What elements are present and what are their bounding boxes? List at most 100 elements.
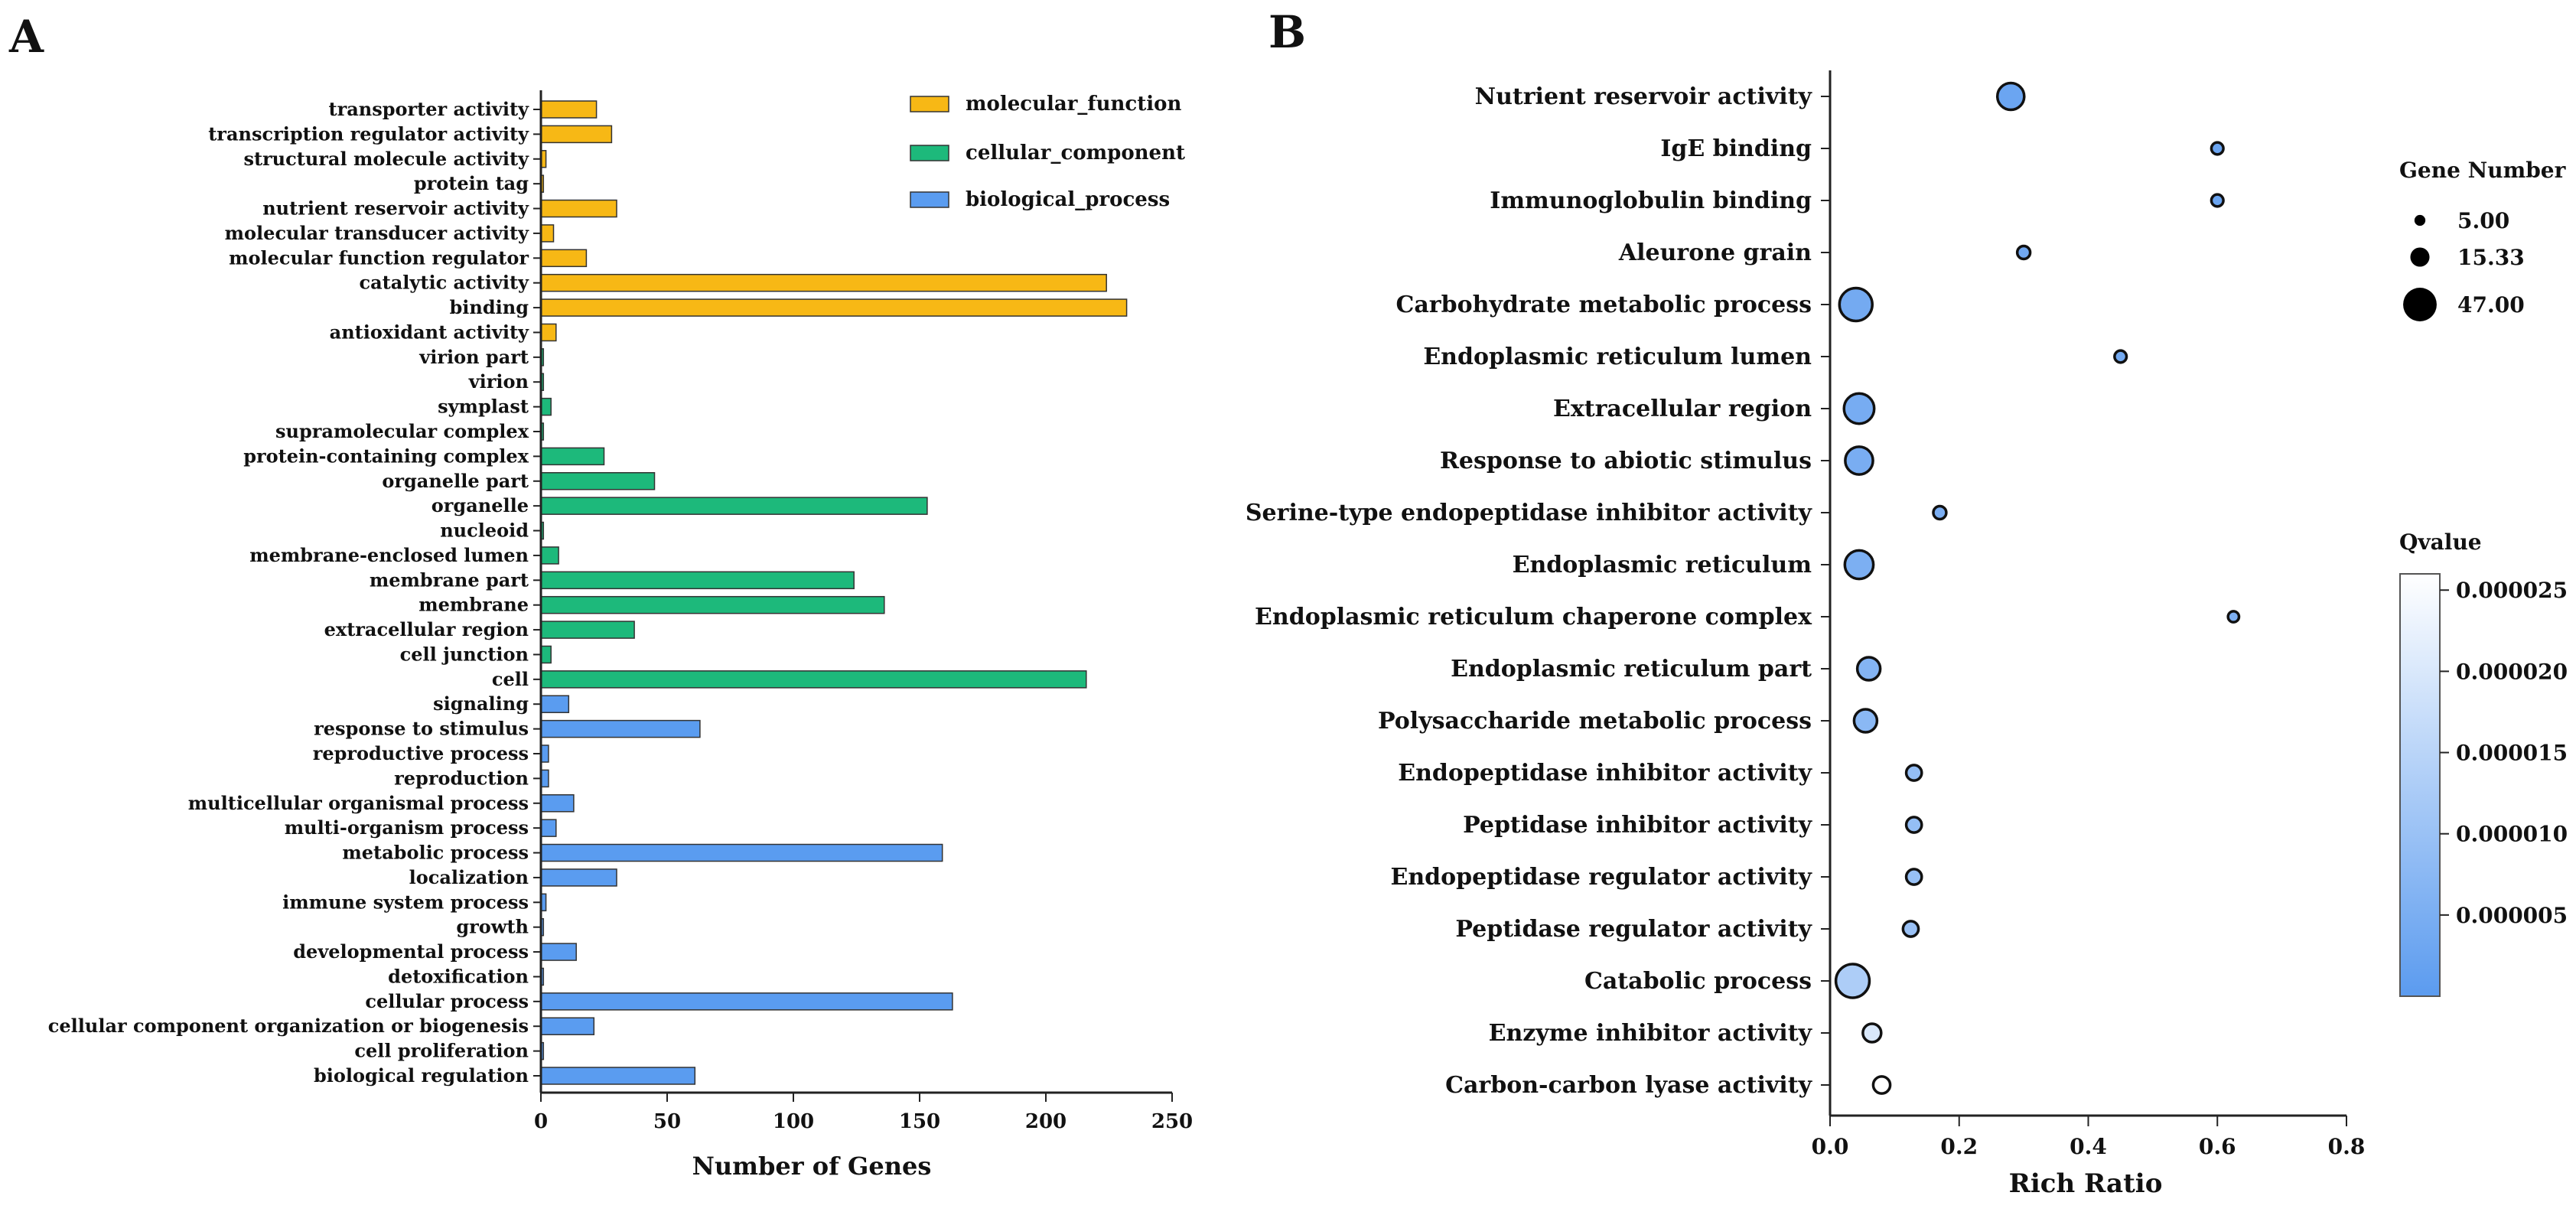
bubble-extracellular-region <box>1842 392 1876 425</box>
a-x-tick-label: 200 <box>1025 1110 1067 1133</box>
legend-swatch-cellular-component <box>910 145 949 161</box>
bubble-ige-binding <box>2210 141 2225 156</box>
b-size-legend: Gene Number 5.00 15.33 47.00 <box>2399 158 2567 321</box>
a-category-label: detoxification <box>388 965 529 987</box>
a-category-label: transporter activity <box>329 98 530 120</box>
b-x-ticks: 0.0 0.2 0.4 0.6 0.8 <box>1812 1116 2366 1159</box>
a-category-label: cellular component organization or bioge… <box>48 1015 529 1037</box>
bar-molecular-function-regulator <box>540 249 588 268</box>
b-term-label: Endopeptidase inhibitor activity <box>1398 760 1812 787</box>
a-category-label: cellular process <box>365 990 529 1012</box>
bubble-endoplasmic-reticulum-part <box>1855 656 1882 682</box>
a-x-tick-label: 150 <box>899 1110 940 1133</box>
bubble-endoplasmic-reticulum <box>1843 549 1875 581</box>
a-category-label: response to stimulus <box>314 718 529 740</box>
a-category-label: localization <box>409 866 529 888</box>
bar-signaling <box>540 695 570 713</box>
size-legend-label: 47.00 <box>2457 292 2525 318</box>
a-category-label: reproductive process <box>313 742 529 764</box>
b-term-label: Carbohydrate metabolic process <box>1395 292 1812 318</box>
b-term-label: Peptidase inhibitor activity <box>1463 812 1812 839</box>
a-category-label: transcription regulator activity <box>208 122 529 145</box>
bubble-carbohydrate-metabolic-process <box>1838 286 1874 323</box>
bubble-carbon-carbon-lyase-activity <box>1871 1075 1892 1095</box>
a-category-label: molecular transducer activity <box>225 222 529 244</box>
bar-antioxidant-activity <box>540 323 557 342</box>
panel-a-letter: A <box>8 11 44 63</box>
b-term-label: Catabolic process <box>1584 968 1812 995</box>
bubble-immunoglobulin-binding <box>2210 193 2225 208</box>
bar-nutrient-reservoir-activity <box>540 199 617 218</box>
panel-b-letter: B <box>1268 6 1306 58</box>
bubble-serine-type-endopeptidase-inhibitor-activity <box>1932 504 1948 521</box>
size-legend-title: Gene Number <box>2399 158 2567 183</box>
b-term-label: Endoplasmic reticulum lumen <box>1423 344 1812 370</box>
a-category-label: immune system process <box>282 891 529 913</box>
bar-cellular-component-organization-or-biogenesis <box>540 1017 595 1035</box>
panel-b-bubble-chart: Nutrient reservoir activity IgE binding Im… <box>1246 70 2568 1199</box>
bar-binding <box>540 298 1128 317</box>
b-term-label: Response to abiotic stimulus <box>1440 448 1812 474</box>
legend-label-biological-process: biological_process <box>966 188 1170 211</box>
size-legend-label: 5.00 <box>2457 208 2509 233</box>
bubble-endopeptidase-inhibitor-activity <box>1904 764 1923 782</box>
bar-transcription-regulator-activity <box>540 125 613 144</box>
a-category-label: protein tag <box>414 172 529 194</box>
legend-label-cellular-component: cellular_component <box>966 142 1185 165</box>
b-term-label: Endopeptidase regulator activity <box>1390 864 1812 891</box>
legend-label-molecular-function: molecular_function <box>966 93 1181 116</box>
a-category-label: binding <box>450 296 529 318</box>
a-category-label: signaling <box>433 692 529 715</box>
a-x-tick-label: 100 <box>773 1110 814 1133</box>
bar-cell-junction <box>540 645 552 664</box>
b-x-tick-label: 0.4 <box>2070 1134 2107 1159</box>
a-category-label: catalytic activity <box>360 272 530 294</box>
bar-symplast <box>540 397 552 416</box>
bar-membrane-enclosed-lumen <box>540 546 559 565</box>
bubble-endopeptidase-regulator-activity <box>1904 868 1923 886</box>
bubble-polysaccharide-metabolic-process <box>1852 708 1879 734</box>
b-term-label: Extracellular region <box>1553 396 1812 422</box>
a-category-label: cell junction <box>400 643 529 665</box>
a-x-tick-label: 250 <box>1151 1110 1193 1133</box>
bar-multicellular-organismal-process <box>540 794 575 813</box>
a-category-label: organelle part <box>382 470 529 492</box>
b-term-label: IgE binding <box>1660 135 1812 162</box>
a-bars <box>540 100 1128 1085</box>
bubble-enzyme-inhibitor-activity <box>1861 1022 1883 1044</box>
a-category-label: structural molecule activity <box>243 148 529 170</box>
size-legend-circle <box>2410 247 2430 267</box>
a-category-label: multi-organism process <box>285 816 529 839</box>
b-term-label: Polysaccharide metabolic process <box>1378 708 1812 735</box>
a-category-label: developmental process <box>293 940 529 963</box>
a-category-label: membrane part <box>370 569 529 591</box>
a-category-label: nucleoid <box>440 520 529 542</box>
bar-transporter-activity <box>540 100 598 119</box>
b-term-label: Peptidase regulator activity <box>1455 916 1812 943</box>
size-legend-circle <box>2403 288 2437 321</box>
a-x-tick-label: 0 <box>534 1110 548 1133</box>
b-x-tick-label: 0.8 <box>2328 1134 2366 1159</box>
bubble-endoplasmic-reticulum-chaperone-complex <box>2226 610 2241 624</box>
a-category-label: virion part <box>418 346 529 368</box>
bar-molecular-transducer-activity <box>540 224 555 243</box>
bar-metabolic-process <box>540 843 943 862</box>
a-category-label: protein-containing complex <box>243 445 529 467</box>
b-x-tick-label: 0.6 <box>2199 1134 2236 1159</box>
a-category-label: metabolic process <box>342 842 529 864</box>
a-category-label: membrane <box>418 594 529 616</box>
bubble-peptidase-inhibitor-activity <box>1904 816 1923 834</box>
color-legend-gradient-bar <box>2399 573 2441 997</box>
bar-catalytic-activity <box>540 273 1107 292</box>
bar-localization <box>540 868 617 887</box>
a-legend: molecular_function cellular_component bi… <box>910 93 1185 211</box>
a-category-label: cell <box>492 668 529 690</box>
color-legend-title: Qvalue <box>2399 529 2482 555</box>
legend-swatch-biological-process <box>910 191 949 208</box>
a-category-label: organelle <box>432 494 529 516</box>
a-category-label: molecular function regulator <box>229 246 529 269</box>
color-legend-tick-label: 0.000025 <box>2456 578 2568 603</box>
a-category-label: supramolecular complex <box>275 420 529 442</box>
